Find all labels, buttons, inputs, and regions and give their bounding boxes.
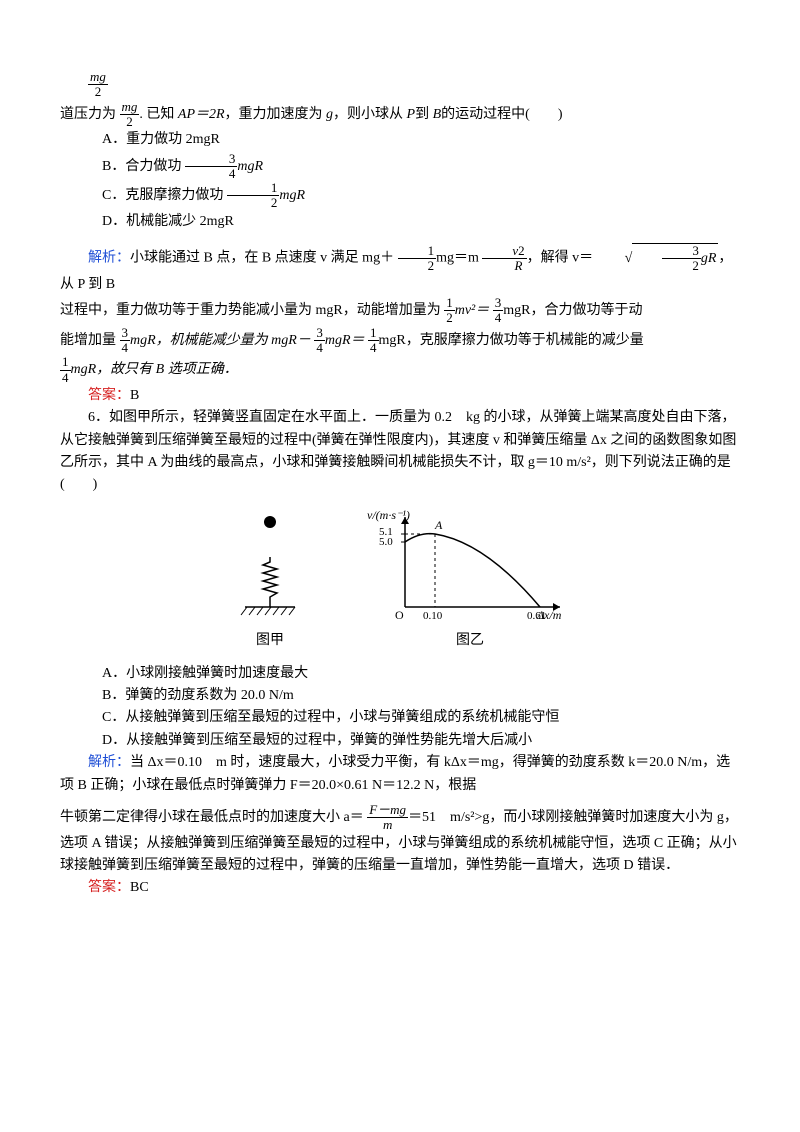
q6-sol-2: 牛顿第二定律得小球在最低点时的加速度大小 a＝ F－mgm＝51 m/s²>g，…: [60, 803, 740, 877]
fig-jia-label: 图甲: [225, 630, 315, 652]
sol-line1: 解析：小球能通过 B 点，在 B 点速度 v 满足 mg＋ 12mg＝m v2R…: [60, 243, 740, 296]
t: 过程中，重力做功等于重力势能减小量为 mgR，动能增加量为: [60, 303, 441, 318]
q6-answer: 答案：BC: [60, 877, 740, 899]
ytick2: 5.1: [379, 526, 393, 538]
ans-label: 答案：: [88, 880, 130, 895]
q5-opt-a: A．重力做功 2mgR: [60, 129, 740, 151]
spacer: [60, 233, 740, 243]
P: P: [407, 107, 416, 122]
sqrt: √32gR: [597, 243, 719, 274]
frac-1-2: 12: [227, 181, 280, 211]
fig-jia-svg: [225, 507, 315, 622]
sol-line4: 14mgR，故只有 B 选项正确．: [60, 355, 740, 385]
xtick1: 0.10: [423, 610, 443, 622]
frac-1-4b: 14: [60, 355, 71, 385]
q5-lead: mg2: [88, 70, 740, 100]
sol-label: 解析：: [88, 251, 130, 266]
q6-opt-c: C．从接触弹簧到压缩至最短的过程中，小球与弹簧组成的系统机械能守恒: [60, 707, 740, 729]
q6-text: 如图甲所示，轻弹簧竖直固定在水平面上．一质量为 0.2 kg 的小球，从弹簧上端…: [60, 410, 736, 492]
origin-label: O: [395, 608, 404, 622]
ans-label: 答案：: [88, 388, 130, 403]
sol-line2: 过程中，重力做功等于重力势能减小量为 mgR，动能增加量为 12mv²＝ 34m…: [60, 296, 740, 326]
t: mgR，机械能减少量为 mgR－: [130, 333, 311, 348]
t: 牛顿第二定律得小球在最低点时的加速度大小 a＝: [60, 810, 364, 825]
q5-solution: 解析：小球能通过 B 点，在 B 点速度 v 满足 mg＋ 12mg＝m v2R…: [60, 243, 740, 385]
t: ，则小球从: [333, 107, 403, 122]
frac-v2-R: v2R: [482, 244, 526, 274]
g: g: [326, 107, 333, 122]
q5-answer: 答案：B: [60, 385, 740, 407]
t: 能增加量: [60, 333, 116, 348]
q6-opt-d: D．从接触弹簧到压缩至最短的过程中，弹簧的弹性势能先增大后减小: [60, 730, 740, 752]
a-label: A: [434, 518, 443, 532]
frac-1-4: 14: [368, 326, 379, 356]
t: ，重力加速度为: [225, 107, 323, 122]
ap: AP＝2R: [178, 107, 225, 122]
q5-lead-pre: 道压力为: [60, 107, 116, 122]
q6-body: 6．如图甲所示，轻弹簧竖直固定在水平面上．一质量为 0.2 kg 的小球，从弹簧…: [60, 407, 740, 497]
frac-3-4b: 34: [493, 296, 504, 326]
ylabel: v/(m·s⁻¹): [367, 508, 410, 522]
q5-opt-b: B．合力做功 34mgR: [60, 152, 740, 182]
t: mgR，克服摩擦力做功等于机械能的减少量: [379, 333, 644, 348]
t: mgR＝: [325, 333, 365, 348]
t: mgR，故只有 B 选项正确．: [71, 362, 238, 377]
frac-mg-2-b: mg2: [120, 100, 140, 130]
frac-F-mg-m: F－mgm: [367, 803, 408, 833]
q5-opt-d: D．机械能减少 2mgR: [60, 211, 740, 233]
q6-sol-1: 解析：当 Δx＝0.10 m 时，速度最大，小球受力平衡，有 kΔx＝mg，得弹…: [60, 752, 740, 797]
q5-opt-c: C．克服摩擦力做功 12mgR: [60, 181, 740, 211]
frac-1-2c: 12: [444, 296, 455, 326]
t: mgR，合力做功等于动: [503, 303, 642, 318]
t: ，解得 v＝: [527, 251, 594, 266]
q6-num: 6．: [88, 410, 109, 425]
figure-yi: v/(m·s⁻¹) Δx/m O 5.0 5.1 0.10 0.61 A 图乙: [365, 507, 575, 653]
t: 到: [415, 107, 429, 122]
frac-1-2b: 12: [398, 244, 437, 274]
figure-jia: 图甲: [225, 507, 315, 653]
frac-mg-2: mg2: [88, 70, 108, 100]
q6-opt-b: B．弹簧的劲度系数为 20.0 N/m: [60, 685, 740, 707]
q5-line: 道压力为 mg2. 已知 AP＝2R，重力加速度为 g，则小球从 P到 B的运动…: [60, 100, 740, 130]
t: 的运动过程中( ): [441, 107, 562, 122]
t: mgR: [237, 159, 263, 174]
q6-opt-a: A．小球刚接触弹簧时加速度最大: [60, 663, 740, 685]
t: B．合力做功: [102, 159, 181, 174]
t: 当 Δx＝0.10 m 时，速度最大，小球受力平衡，有 kΔx＝mg，得弹簧的劲…: [60, 755, 730, 792]
xtick2: 0.61: [527, 610, 546, 622]
frac-3-4d: 34: [314, 326, 325, 356]
figure-row: 图甲 v/(m·s⁻¹) Δx/m O 5.0 5.1 0.10 0.61: [60, 507, 740, 653]
sol-label: 解析：: [88, 755, 130, 770]
t: mgR: [279, 188, 305, 203]
page: mg2 道压力为 mg2. 已知 AP＝2R，重力加速度为 g，则小球从 P到 …: [0, 0, 800, 940]
frac-3-4c: 34: [120, 326, 131, 356]
fig-yi-svg: v/(m·s⁻¹) Δx/m O 5.0 5.1 0.10 0.61 A: [365, 507, 575, 622]
t: . 已知: [139, 107, 174, 122]
ans-text: BC: [130, 880, 149, 895]
t: 小球能通过 B 点，在 B 点速度 v 满足 mg＋: [130, 251, 394, 266]
t: mv²＝: [455, 303, 490, 318]
fig-yi-label: 图乙: [365, 630, 575, 652]
ans-text: B: [130, 388, 139, 403]
B: B: [433, 107, 442, 122]
sol-line3: 能增加量 34mgR，机械能减少量为 mgR－ 34mgR＝ 14mgR，克服摩…: [60, 326, 740, 356]
t: C．克服摩擦力做功: [102, 188, 223, 203]
frac-3-4: 34: [185, 152, 238, 182]
t: mg＝m: [436, 251, 479, 266]
